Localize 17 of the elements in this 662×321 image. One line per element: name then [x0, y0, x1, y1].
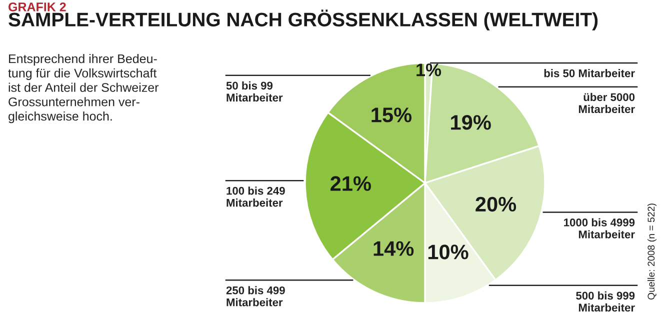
- data-label: 10%: [428, 244, 468, 260]
- text: Entsprechend ihrer Bedeu- tung für die Volkswirtschaft ist der Anteil der Schweizer Grossunternehmen ver- gleichsweise hoch.: [8, 54, 159, 124]
- data-label: 1%: [416, 64, 442, 76]
- slice-label: 250 bis 499 Mitarbeiter: [226, 286, 285, 306]
- text: GRAFIK 2: [8, 2, 66, 12]
- slice-label: 100 bis 249 Mitarbeiter: [226, 186, 285, 207]
- data-label: 21%: [330, 176, 371, 191]
- slice-label: 500 bis 999 Mitarbeiter: [576, 291, 635, 312]
- slice-label: 50 bis 99 Mitarbeiter: [226, 81, 283, 102]
- slice-label: über 5000 Mitarbeiter: [578, 92, 635, 114]
- source-note: Quelle: 2008 (n = 522): [647, 204, 657, 300]
- data-label: 19%: [451, 115, 491, 130]
- data-label: 20%: [476, 196, 516, 212]
- data-label: 15%: [372, 108, 412, 122]
- data-label: 14%: [374, 241, 414, 256]
- slice-label: 1000 bis 4999 Mitarbeiter: [564, 218, 635, 238]
- slice-label: bis 50 Mitarbeiter: [544, 69, 635, 78]
